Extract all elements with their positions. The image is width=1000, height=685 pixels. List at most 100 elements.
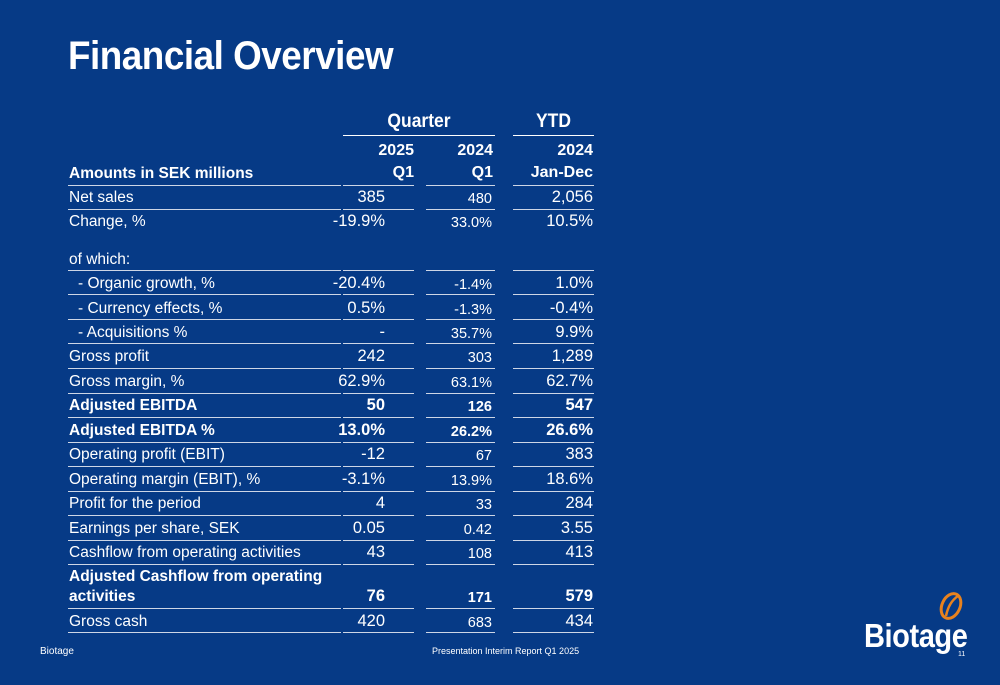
row-rule <box>513 209 594 210</box>
value-2025-q1: 13.0% <box>338 421 385 439</box>
row-rule <box>343 393 414 394</box>
value-2024-q1: 35.7% <box>450 326 492 342</box>
header-group-quarter: Quarter <box>387 111 451 132</box>
header-rule <box>343 185 414 186</box>
row-label: - Currency effects, % <box>78 300 223 317</box>
row-rule <box>426 319 495 320</box>
header-ytd-underline <box>513 135 594 136</box>
row-rule <box>513 294 594 295</box>
value-2025-q1: 43 <box>366 543 385 561</box>
row-rule <box>426 209 495 210</box>
value-2024-q1: 63.1% <box>450 375 492 391</box>
value-2025-q1: 50 <box>366 396 385 414</box>
value-2024-q1: -1.3% <box>454 302 492 318</box>
row-rule <box>68 319 341 320</box>
row-label-line1: Adjusted Cashflow from operating <box>69 568 323 585</box>
row-rule <box>343 417 414 418</box>
page-number: 11 <box>958 651 966 658</box>
row-label: Adjusted EBITDA % <box>69 422 215 439</box>
header-col3-year: 2024 <box>557 142 593 159</box>
value-2025-q1: 0.05 <box>352 519 385 537</box>
row-rule <box>513 270 594 271</box>
row-rule <box>343 209 414 210</box>
value-2025-q1: -20.4% <box>332 274 385 292</box>
value-2024-q1: 13.9% <box>450 473 492 489</box>
row-rule <box>68 491 341 492</box>
row-rule <box>426 515 495 516</box>
header-row-label: Amounts in SEK millions <box>69 165 254 182</box>
row-label: Gross margin, % <box>69 373 185 390</box>
row-rule <box>343 442 414 443</box>
value-2025-q1: -3.1% <box>341 470 385 488</box>
row-rule <box>513 368 594 369</box>
value-2024-jan-dec: 547 <box>565 396 593 414</box>
row-rule <box>426 608 495 609</box>
row-rule <box>68 270 341 271</box>
header-quarter-underline <box>343 135 495 136</box>
row-rule <box>343 466 414 467</box>
row-label: Gross profit <box>69 348 150 365</box>
row-rule <box>513 417 594 418</box>
row-label: Adjusted EBITDA <box>69 397 198 414</box>
row-label: Cashflow from operating activities <box>69 544 301 561</box>
row-rule <box>426 540 495 541</box>
header-rule <box>513 185 594 186</box>
header-rule <box>426 185 495 186</box>
value-2024-q1: 303 <box>467 350 492 366</box>
value-2024-q1: 126 <box>467 399 492 415</box>
row-rule <box>343 608 414 609</box>
row-label: Gross cash <box>69 613 148 630</box>
value-2025-q1: 420 <box>357 612 385 630</box>
row-rule <box>513 343 594 344</box>
row-label: of which: <box>69 251 131 268</box>
value-2025-q1: 0.5% <box>347 299 385 317</box>
value-2025-q1: 385 <box>357 188 385 206</box>
value-2024-q1: 33.0% <box>450 215 492 231</box>
value-2024-jan-dec: 579 <box>565 587 593 605</box>
value-2024-q1: 0.42 <box>463 522 492 538</box>
row-rule <box>343 270 414 271</box>
value-2024-q1: -1.4% <box>454 277 492 293</box>
header-col2-period: Q1 <box>471 164 493 181</box>
row-rule <box>513 540 594 541</box>
row-rule <box>513 515 594 516</box>
value-2024-jan-dec: 413 <box>565 543 593 561</box>
row-label: - Acquisitions % <box>78 324 188 341</box>
row-label: - Organic growth, % <box>78 275 215 292</box>
row-rule <box>343 564 414 565</box>
row-rule <box>68 343 341 344</box>
value-2024-q1: 67 <box>475 448 492 464</box>
row-rule <box>68 540 341 541</box>
value-2024-jan-dec: 3.55 <box>560 519 593 537</box>
header-col1-year: 2025 <box>378 142 414 159</box>
row-rule <box>513 564 594 565</box>
row-rule <box>513 442 594 443</box>
header-rule <box>68 185 341 186</box>
value-2025-q1: 4 <box>375 494 385 512</box>
row-rule <box>426 343 495 344</box>
row-rule <box>426 417 495 418</box>
row-label-line2: activities <box>69 588 136 605</box>
row-rule <box>426 564 495 565</box>
header-col2-year: 2024 <box>457 142 493 159</box>
value-2024-q1: 33 <box>475 497 492 513</box>
value-2024-jan-dec: 1.0% <box>555 274 593 292</box>
row-rule <box>343 343 414 344</box>
value-2025-q1: -19.9% <box>332 212 385 230</box>
value-2025-q1: - <box>379 323 386 341</box>
row-rule <box>426 466 495 467</box>
row-rule <box>426 491 495 492</box>
value-2025-q1: 62.9% <box>338 372 385 390</box>
row-rule <box>343 491 414 492</box>
value-2024-jan-dec: 2,056 <box>551 188 593 206</box>
value-2024-jan-dec: 10.5% <box>546 212 593 230</box>
row-label: Operating profit (EBIT) <box>69 446 225 463</box>
biotage-logo-text: Biotage <box>864 617 968 654</box>
value-2024-jan-dec: 1,289 <box>551 347 593 365</box>
row-rule <box>513 632 594 633</box>
value-2025-q1: -12 <box>361 445 385 463</box>
header-col3-period: Jan-Dec <box>530 164 593 181</box>
header-col1-period: Q1 <box>392 164 414 181</box>
row-rule <box>343 515 414 516</box>
value-2024-jan-dec: 434 <box>565 612 593 630</box>
